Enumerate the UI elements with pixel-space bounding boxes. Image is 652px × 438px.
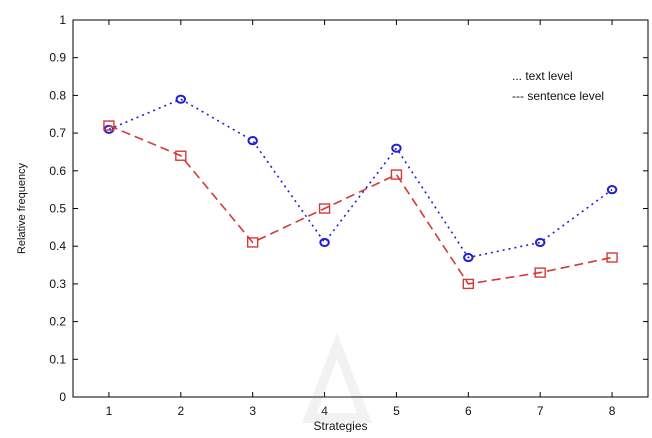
x-tick-label: 1 — [106, 404, 113, 418]
data-point — [534, 267, 546, 278]
data-point — [175, 150, 187, 161]
data-point — [318, 203, 331, 214]
data-point — [463, 252, 474, 263]
data-point — [606, 185, 618, 195]
legend: ... text level --- sentence level — [512, 69, 604, 103]
x-tick-label: 5 — [393, 404, 400, 418]
data-point — [247, 136, 258, 146]
y-tick-label: 1 — [59, 13, 66, 27]
data-point — [246, 237, 259, 248]
legend-item-text-level: ... text level — [512, 69, 573, 83]
data-point — [175, 94, 187, 104]
y-axis-label: Relative frequency — [16, 162, 28, 254]
x-axis: 1 2 3 4 5 6 7 8 — [106, 20, 616, 418]
x-tick-label: 3 — [249, 404, 256, 418]
data-point — [462, 278, 475, 290]
series-text-level — [103, 94, 618, 263]
y-axis: 0 0.1 0.2 0.3 0.4 0.5 0.6 0.7 0.8 0.9 1 — [49, 13, 648, 404]
y-tick-label: 0.1 — [49, 352, 66, 366]
series-layer — [103, 94, 618, 290]
y-tick-label: 0.6 — [49, 164, 66, 178]
x-tick-label: 8 — [609, 404, 616, 418]
series-sentence-level — [103, 120, 618, 290]
data-point — [390, 169, 403, 180]
y-tick-label: 0 — [59, 390, 66, 404]
y-tick-label: 0.8 — [49, 88, 66, 102]
data-point — [534, 237, 546, 248]
y-tick-label: 0.9 — [49, 51, 66, 65]
x-tick-label: 6 — [465, 404, 472, 418]
data-point — [391, 143, 402, 153]
series-line — [108, 98, 613, 259]
y-tick-label: 0.3 — [49, 277, 66, 291]
x-tick-label: 7 — [537, 404, 544, 418]
x-tick-label: 4 — [321, 404, 328, 418]
x-axis-label: Strategies — [313, 419, 367, 432]
data-point — [103, 120, 115, 131]
y-tick-label: 0.4 — [49, 239, 66, 253]
y-tick-label: 0.2 — [49, 315, 66, 329]
x-tick-label: 2 — [177, 404, 184, 418]
series-line — [108, 124, 613, 285]
y-tick-label: 0.5 — [49, 202, 66, 216]
data-point — [319, 237, 330, 248]
data-point — [606, 252, 618, 263]
y-tick-label: 0.7 — [49, 126, 66, 140]
legend-item-sentence-level: --- sentence level — [512, 89, 604, 103]
